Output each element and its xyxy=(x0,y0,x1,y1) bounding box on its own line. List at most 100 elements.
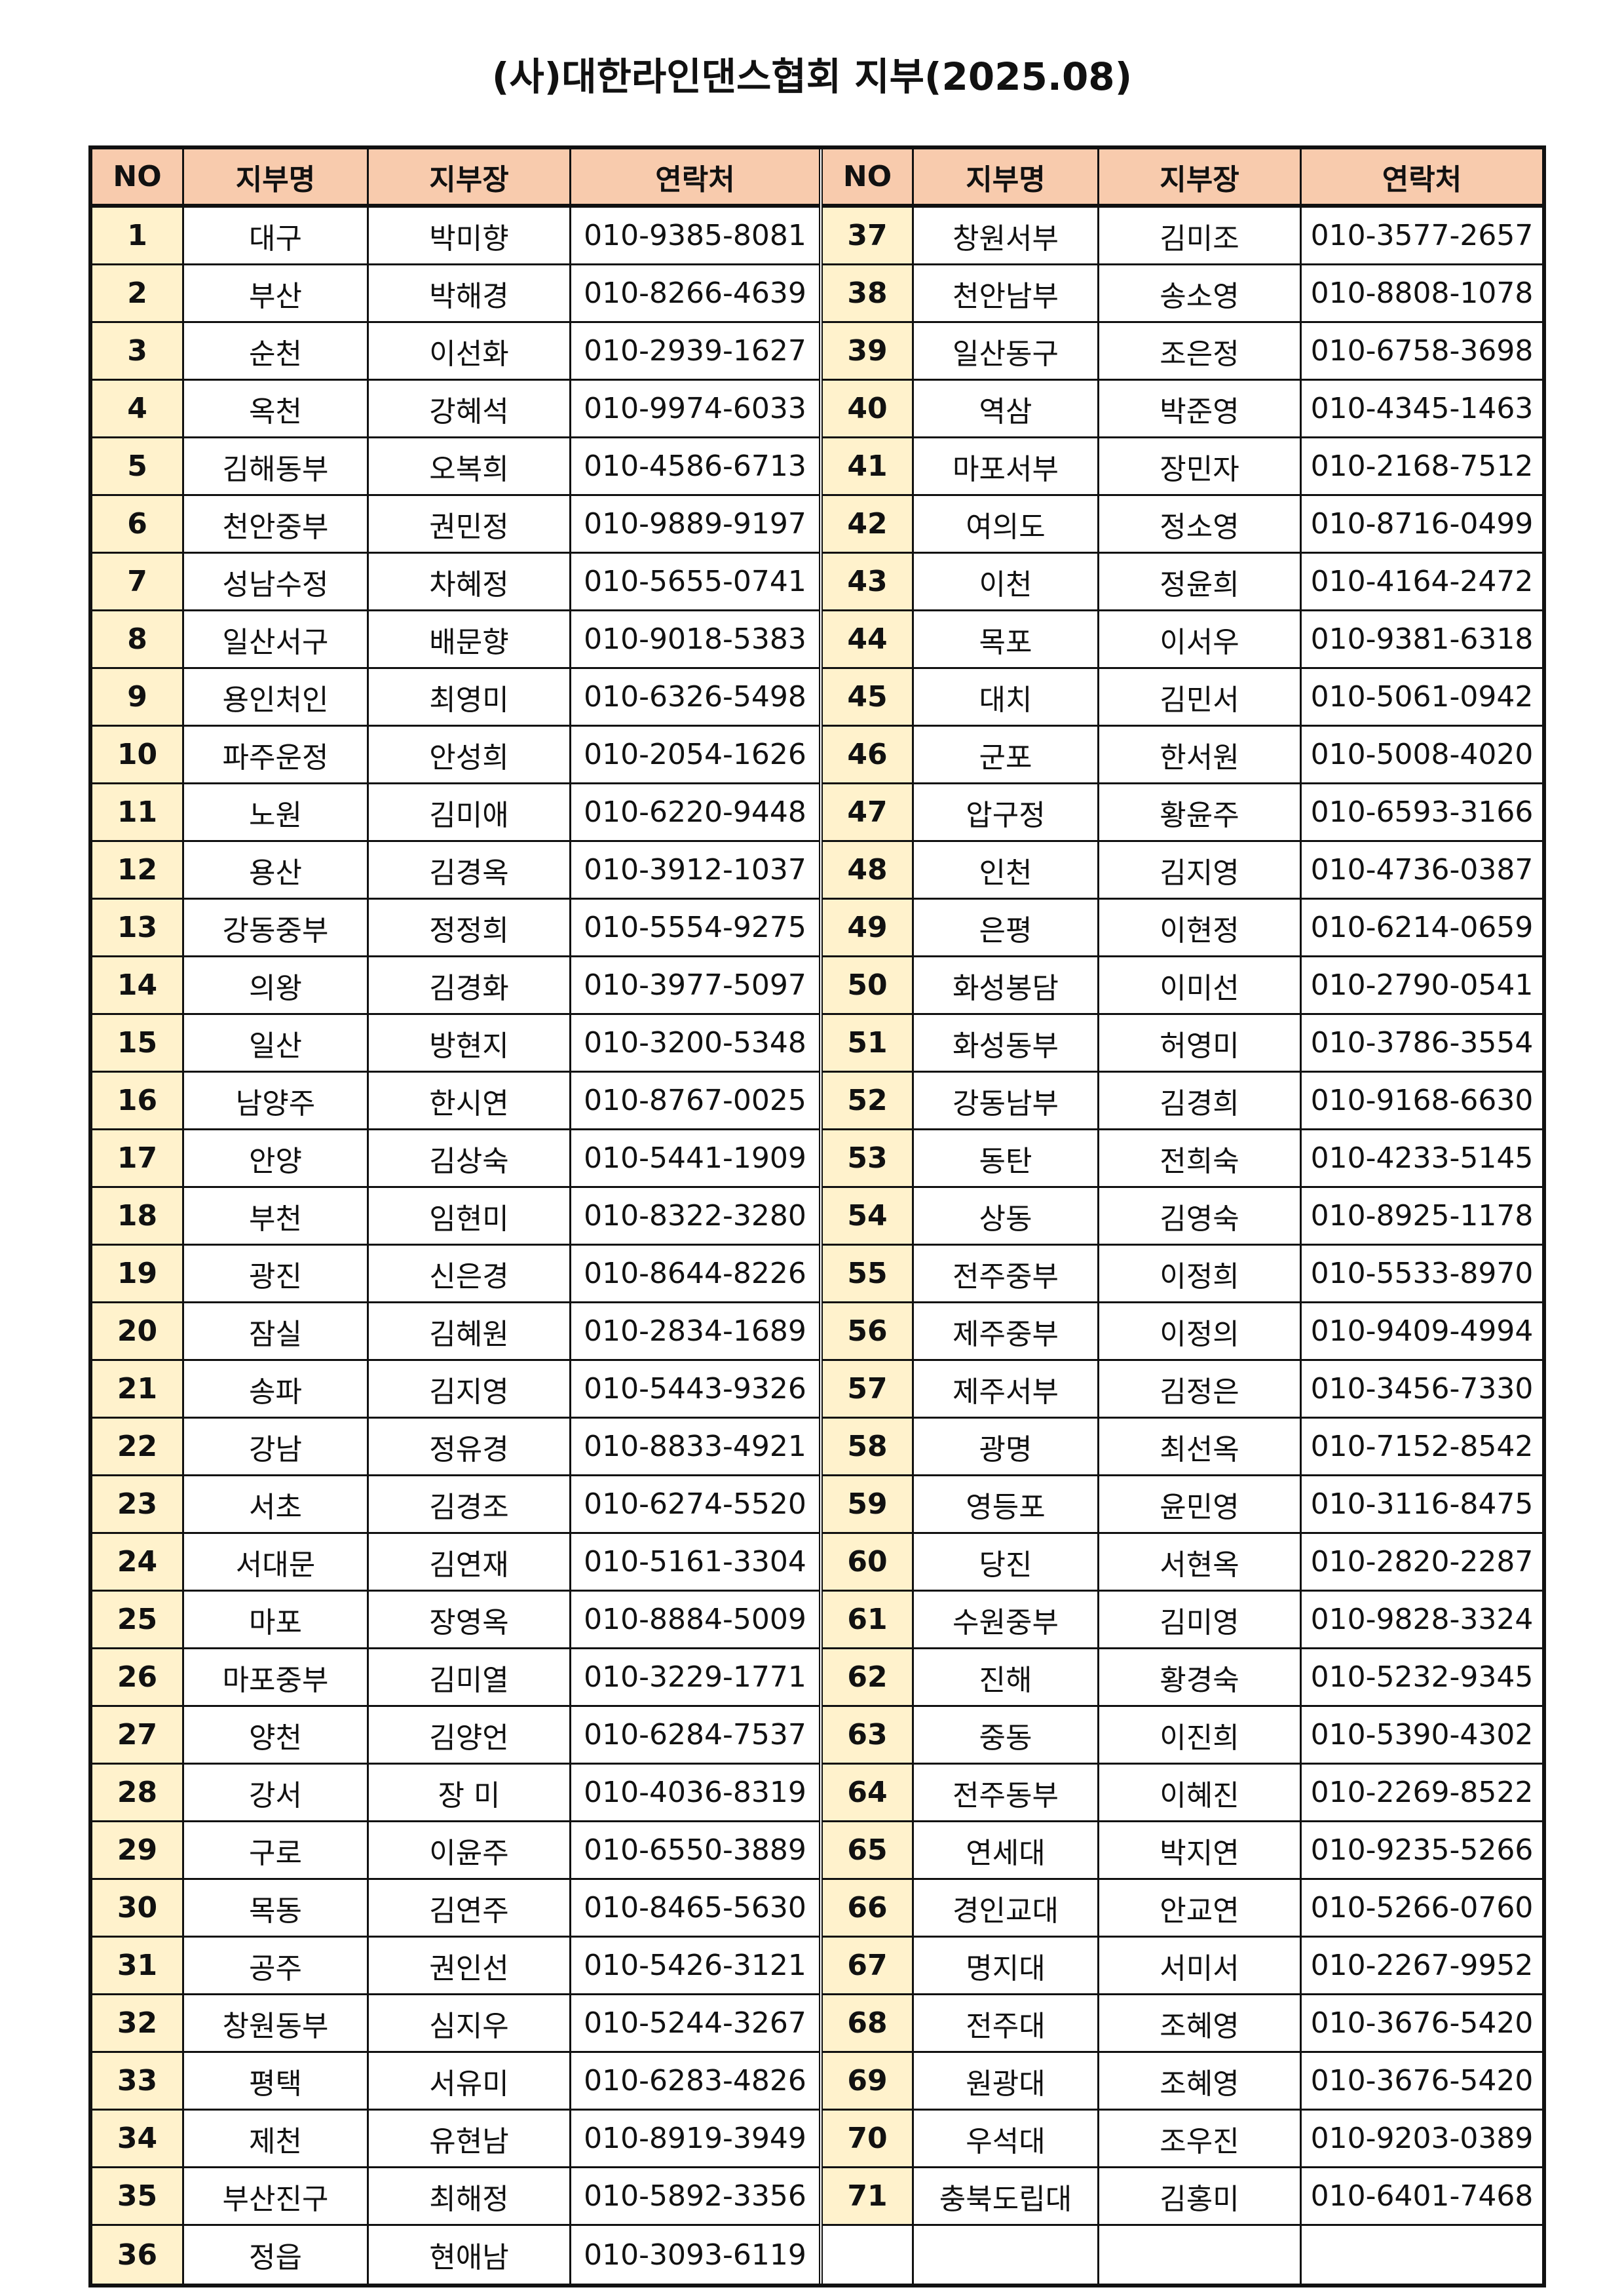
cell-contact: 010-8644-8226 xyxy=(584,1257,806,1290)
table-row: 30 목동 김연주 010-8465-5630 xyxy=(92,1880,819,1938)
cell-branch-name: 명지대 xyxy=(914,1938,1099,1993)
cell-branch-head: 박준영 xyxy=(1099,381,1302,436)
cell-branch-name: 강서 xyxy=(184,1765,369,1820)
cell-branch-head: 이정의 xyxy=(1099,1303,1302,1359)
cell-contact: 010-2168-7512 xyxy=(1310,450,1534,483)
cell-branch-name: 은평 xyxy=(914,900,1099,955)
cell-contact: 010-9203-0389 xyxy=(1310,2122,1534,2155)
table-row: 42 여의도 정소영 010-8716-0499 xyxy=(823,496,1542,554)
cell-no: 3 xyxy=(92,323,184,379)
table-row: 34 제천 유현남 010-8919-3949 xyxy=(92,2111,819,2168)
cell-branch-name: 부산진구 xyxy=(184,2168,369,2224)
table-row: 31 공주 권인선 010-5426-3121 xyxy=(92,1938,819,1995)
cell-contact: 010-6284-7537 xyxy=(584,1718,806,1751)
cell-branch-name: 순천 xyxy=(184,323,369,379)
cell-no: 20 xyxy=(92,1303,184,1359)
column-header-branch-name: 지부명 xyxy=(914,149,1099,204)
cell-contact: 010-5061-0942 xyxy=(1310,680,1534,714)
cell-branch-head: 허영미 xyxy=(1099,1015,1302,1071)
table-row: 1 대구 박미향 010-9385-8081 xyxy=(92,208,819,265)
table-row: 44 목포 이서우 010-9381-6318 xyxy=(823,611,1542,669)
table-row: 62 진해 황경숙 010-5232-9345 xyxy=(823,1649,1542,1707)
cell-contact: 010-5161-3304 xyxy=(584,1545,806,1578)
cell-branch-name: 당진 xyxy=(914,1534,1099,1590)
cell-no: 63 xyxy=(823,1707,914,1763)
table-row: 71 충북도립대 김홍미 010-6401-7468 xyxy=(823,2168,1542,2226)
cell-contact: 010-9889-9197 xyxy=(584,507,806,541)
table-row: 60 당진 서현옥 010-2820-2287 xyxy=(823,1534,1542,1592)
table-row: 49 은평 이현정 010-6214-0659 xyxy=(823,900,1542,957)
table-row: 2 부산 박해경 010-8266-4639 xyxy=(92,265,819,323)
cell-contact: 010-4345-1463 xyxy=(1310,392,1534,425)
cell-branch-name: 화성동부 xyxy=(914,1015,1099,1071)
cell-branch-name: 대구 xyxy=(184,208,369,263)
cell-no: 31 xyxy=(92,1938,184,1993)
cell-no: 66 xyxy=(823,1880,914,1936)
cell-no: 16 xyxy=(92,1073,184,1128)
cell-no: 43 xyxy=(823,554,914,609)
table-row: 43 이천 정윤희 010-4164-2472 xyxy=(823,554,1542,611)
table-row: 22 강남 정유경 010-8833-4921 xyxy=(92,1419,819,1476)
cell-branch-name: 용산 xyxy=(184,842,369,898)
cell-contact: 010-6283-4826 xyxy=(584,2064,806,2097)
cell-contact: 010-9828-3324 xyxy=(1310,1603,1534,1636)
cell-no: 58 xyxy=(823,1419,914,1474)
table-row: 53 동탄 전희숙 010-4233-5145 xyxy=(823,1130,1542,1188)
cell-no: 55 xyxy=(823,1246,914,1301)
cell-contact: 010-6220-9448 xyxy=(584,795,806,829)
cell-no: 51 xyxy=(823,1015,914,1071)
table-row: 5 김해동부 오복희 010-4586-6713 xyxy=(92,438,819,496)
cell-no: 70 xyxy=(823,2111,914,2166)
cell-branch-name: 영등포 xyxy=(914,1476,1099,1532)
cell-branch-head: 서유미 xyxy=(369,2053,571,2109)
cell-branch-head: 김영숙 xyxy=(1099,1188,1302,1244)
table-row: 16 남양주 한시연 010-8767-0025 xyxy=(92,1073,819,1130)
cell-branch-head: 이윤주 xyxy=(369,1822,571,1878)
cell-no: 59 xyxy=(823,1476,914,1532)
table-row: 50 화성봉담 이미선 010-2790-0541 xyxy=(823,957,1542,1015)
cell-branch-name: 파주운정 xyxy=(184,727,369,782)
cell-branch-head: 김미조 xyxy=(1099,208,1302,263)
cell-contact: 010-2269-8522 xyxy=(1310,1776,1534,1809)
cell-contact: 010-3676-5420 xyxy=(1310,2006,1534,2040)
cell-contact: 010-4736-0387 xyxy=(1310,853,1534,887)
table-header-row: NO 지부명 지부장 연락처 xyxy=(823,149,1542,208)
cell-branch-name: 잠실 xyxy=(184,1303,369,1359)
cell-contact: 010-5443-9326 xyxy=(584,1372,806,1406)
column-header-contact: 연락처 xyxy=(571,149,819,204)
cell-no: 44 xyxy=(823,611,914,667)
cell-branch-name: 공주 xyxy=(184,1938,369,1993)
cell-contact: 010-5232-9345 xyxy=(1310,1660,1534,1694)
cell-contact: 010-2790-0541 xyxy=(1310,968,1534,1002)
cell-branch-name: 우석대 xyxy=(914,2111,1099,2166)
cell-branch-head: 김혜원 xyxy=(369,1303,571,1359)
cell-no: 67 xyxy=(823,1938,914,1993)
table-row: 3 순천 이선화 010-2939-1627 xyxy=(92,323,819,381)
table-row: 66 경인교대 안교연 010-5266-0760 xyxy=(823,1880,1542,1938)
cell-no: 57 xyxy=(823,1361,914,1417)
cell-branch-head: 김양언 xyxy=(369,1707,571,1763)
cell-contact: 010-9974-6033 xyxy=(584,392,806,425)
cell-branch-head: 서현옥 xyxy=(1099,1534,1302,1590)
table-row: 24 서대문 김연재 010-5161-3304 xyxy=(92,1534,819,1592)
cell-no: 27 xyxy=(92,1707,184,1763)
cell-no: 22 xyxy=(92,1419,184,1474)
cell-contact: 010-3093-6119 xyxy=(584,2238,806,2272)
cell-branch-name: 일산 xyxy=(184,1015,369,1071)
cell-contact: 010-6758-3698 xyxy=(1310,334,1534,368)
cell-branch-name: 강남 xyxy=(184,1419,369,1474)
cell-contact: 010-6274-5520 xyxy=(584,1487,806,1521)
table-row: 65 연세대 박지연 010-9235-5266 xyxy=(823,1822,1542,1880)
cell-branch-head: 김미열 xyxy=(369,1649,571,1705)
cell-no: 46 xyxy=(823,727,914,782)
cell-contact: 010-5266-0760 xyxy=(1310,1891,1534,1924)
cell-branch-name: 연세대 xyxy=(914,1822,1099,1878)
table-row: 57 제주서부 김정은 010-3456-7330 xyxy=(823,1361,1542,1419)
cell-contact: 010-6326-5498 xyxy=(584,680,806,714)
cell-contact: 010-3200-5348 xyxy=(584,1026,806,1060)
table-row: 36 정읍 현애남 010-3093-6119 xyxy=(92,2226,819,2284)
cell-no: 6 xyxy=(92,496,184,552)
cell-no: 61 xyxy=(823,1592,914,1647)
cell-contact: 010-5390-4302 xyxy=(1310,1718,1534,1751)
cell-branch-name: 인천 xyxy=(914,842,1099,898)
